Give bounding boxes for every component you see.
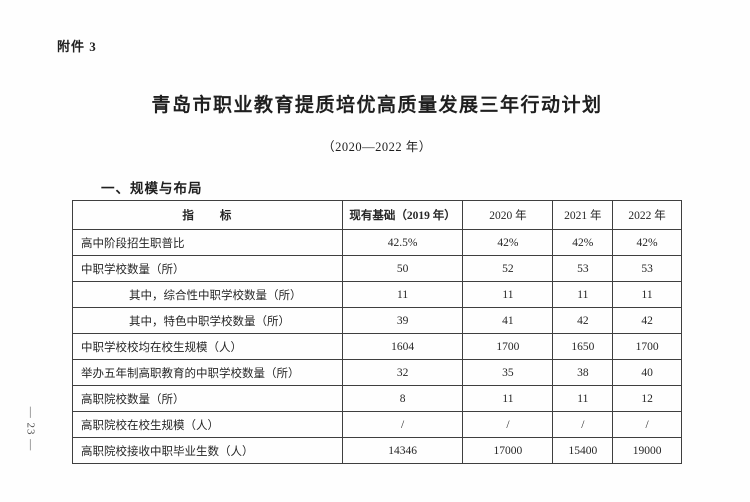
table-cell: 50	[341, 255, 464, 282]
header-2022: 2022 年	[612, 200, 682, 230]
table-cell: 42	[612, 307, 682, 334]
table-row: 举办五年制高职教育的中职学校数量（所） 32 35 38 40	[72, 359, 682, 386]
table-cell: 11	[552, 281, 614, 308]
table-cell: 42	[552, 307, 614, 334]
table-cell: 8	[341, 385, 464, 412]
header-2021: 2021 年	[552, 200, 614, 230]
table-row: 中职学校数量（所） 50 52 53 53	[72, 255, 682, 282]
document-title: 青岛市职业教育提质培优高质量发展三年行动计划	[151, 95, 603, 116]
header-2020: 2020 年	[462, 200, 554, 230]
page-number-text: — 23 —	[24, 406, 36, 452]
attachment-label: 附件 3	[57, 39, 97, 54]
table-cell: 1700	[612, 333, 682, 360]
table-cell: 1700	[462, 333, 554, 360]
table-cell: 38	[552, 359, 614, 386]
row-label: 高职院校在校生规模（人）	[72, 411, 343, 438]
table-row: 高职院校在校生规模（人） / / / /	[72, 411, 682, 438]
table-cell: 1604	[341, 333, 464, 360]
table-row: 高职院校数量（所） 8 11 11 12	[72, 385, 682, 412]
table-cell: 42%	[462, 229, 554, 256]
indicators-table: 指 标 现有基础（2019 年） 2020 年 2021 年 2022 年 高中…	[72, 200, 682, 464]
table-cell: 40	[612, 359, 682, 386]
row-label: 中职学校校均在校生规模（人）	[72, 333, 343, 360]
table-row: 高职院校接收中职毕业生数（人） 14346 17000 15400 19000	[72, 437, 682, 464]
row-label: 其中，综合性中职学校数量（所）	[72, 281, 343, 308]
table-cell: 35	[462, 359, 554, 386]
table-cell: /	[462, 411, 554, 438]
row-label: 高中阶段招生职普比	[72, 229, 343, 256]
table-cell: 14346	[341, 437, 464, 464]
row-label: 中职学校数量（所）	[72, 255, 343, 282]
table-row: 中职学校校均在校生规模（人） 1604 1700 1650 1700	[72, 333, 682, 360]
document-subtitle: （2020—2022 年）	[322, 140, 432, 154]
table-cell: 52	[462, 255, 554, 282]
table-cell: 11	[612, 281, 682, 308]
row-label: 高职院校数量（所）	[72, 385, 343, 412]
table-cell: 11	[552, 385, 614, 412]
table-cell: /	[552, 411, 614, 438]
table-cell: 42%	[552, 229, 614, 256]
table-cell: 12	[612, 385, 682, 412]
row-label: 高职院校接收中职毕业生数（人）	[72, 437, 343, 464]
table-row: 其中，综合性中职学校数量（所） 11 11 11 11	[72, 281, 682, 308]
table-cell: 1650	[552, 333, 614, 360]
section-heading: 一、规模与布局	[101, 181, 203, 196]
table-cell: 42%	[612, 229, 682, 256]
table-cell: /	[612, 411, 682, 438]
table-cell: 11	[462, 281, 554, 308]
header-baseline-2019: 现有基础（2019 年）	[341, 200, 464, 230]
table-cell: 17000	[462, 437, 554, 464]
table-cell: 11	[341, 281, 464, 308]
table-row: 其中，特色中职学校数量（所） 39 41 42 42	[72, 307, 682, 334]
table-row: 高中阶段招生职普比 42.5% 42% 42% 42%	[72, 229, 682, 256]
row-label: 举办五年制高职教育的中职学校数量（所）	[72, 359, 343, 386]
header-indicator: 指 标	[72, 200, 343, 230]
row-label: 其中，特色中职学校数量（所）	[72, 307, 343, 334]
table-cell: 53	[552, 255, 614, 282]
table-cell: 15400	[552, 437, 614, 464]
table-cell: 11	[462, 385, 554, 412]
table-cell: 19000	[612, 437, 682, 464]
table-cell: 32	[341, 359, 464, 386]
table-cell: /	[341, 411, 464, 438]
page-number: — 23 —	[18, 396, 42, 462]
table-header-row: 指 标 现有基础（2019 年） 2020 年 2021 年 2022 年	[72, 200, 682, 230]
table-cell: 41	[462, 307, 554, 334]
table-cell: 42.5%	[341, 229, 464, 256]
table-cell: 39	[341, 307, 464, 334]
table-cell: 53	[612, 255, 682, 282]
